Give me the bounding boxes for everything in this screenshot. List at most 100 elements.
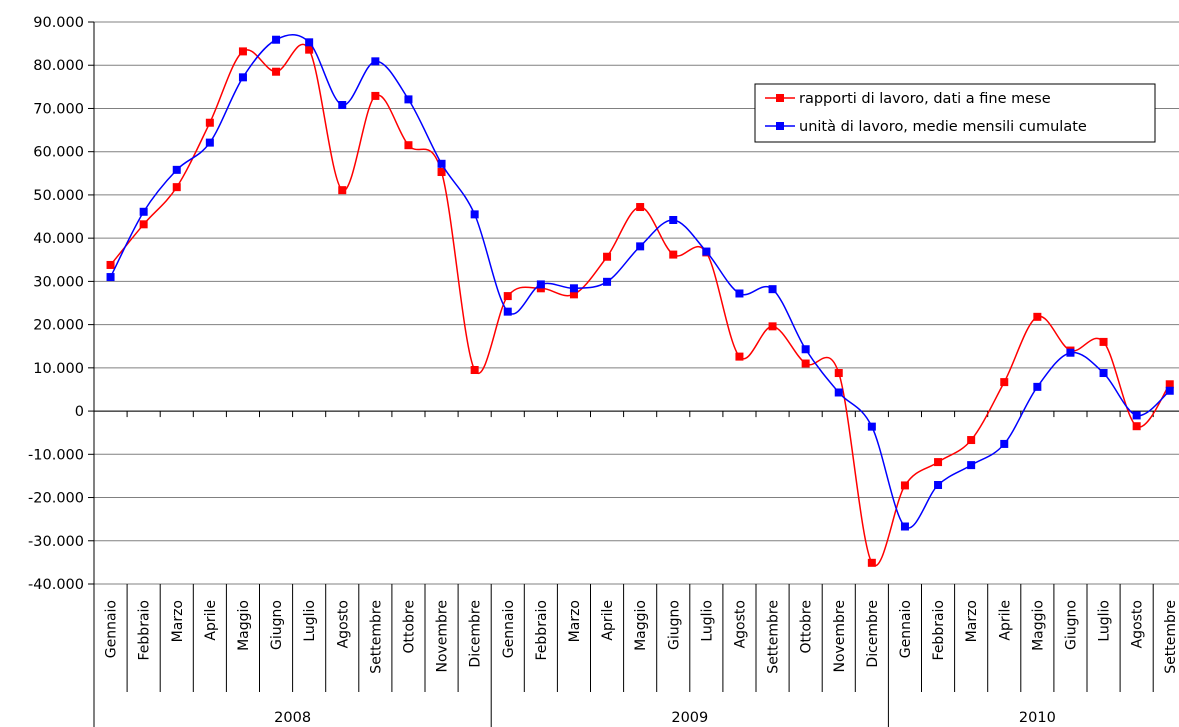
series-2-marker — [768, 285, 777, 294]
y-tick-label: -10.000 — [28, 447, 84, 463]
series-2-marker — [1165, 386, 1174, 395]
x-category-label: Dicembre — [468, 600, 484, 668]
series-1-marker — [1165, 380, 1174, 389]
series-1-marker — [603, 252, 612, 261]
series-2-marker — [238, 73, 247, 82]
series-2-marker — [305, 38, 314, 47]
series-2-marker — [1066, 348, 1075, 357]
series-2-marker — [603, 277, 612, 286]
series-1-marker — [470, 366, 479, 375]
series-1-marker — [1099, 337, 1108, 346]
series-2-marker — [272, 35, 281, 44]
series-1-marker — [900, 481, 909, 490]
series-1-marker — [404, 141, 413, 150]
x-category-label: Giugno — [269, 600, 285, 650]
y-gridlines — [94, 21, 1179, 585]
series-1-marker — [1033, 312, 1042, 321]
y-tick-label: 90.000 — [33, 15, 84, 31]
x-axis-year-labels: 2008 2009 2010 — [274, 710, 1056, 726]
y-tick-label: 10.000 — [33, 361, 84, 377]
series-2-marker — [106, 273, 115, 282]
y-axis-tick-labels: 90.000 80.000 70.000 60.000 50.000 40.000 30.0… — [28, 15, 84, 593]
y-tick-label: 60.000 — [33, 145, 84, 161]
legend-swatch-marker — [776, 94, 784, 102]
series-1-marker — [437, 168, 446, 177]
y-tick-label: 40.000 — [33, 231, 84, 247]
legend-label: rapporti di lavoro, dati a fine mese — [799, 91, 1051, 107]
legend-swatch-marker — [776, 122, 784, 130]
series-1-marker — [272, 67, 281, 76]
series-1-marker — [172, 183, 181, 192]
series-1-marker — [139, 220, 148, 229]
series-2-marker — [205, 138, 214, 147]
x-category-label: Aprile — [600, 600, 616, 641]
series-1-marker — [569, 290, 578, 299]
series-1-marker — [934, 458, 943, 467]
x-category-label: Ottobre — [799, 600, 815, 654]
series-2-marker — [371, 57, 380, 66]
series-2-marker — [470, 210, 479, 219]
x-category-label: Novembre — [435, 600, 451, 673]
y-tick-label: 30.000 — [33, 274, 84, 290]
year-label: 2009 — [671, 710, 708, 726]
x-category-label: Maggio — [1030, 600, 1046, 651]
x-category-label: Luglio — [302, 600, 318, 642]
series-1-marker — [867, 558, 876, 567]
x-category-label: Dicembre — [865, 600, 881, 668]
y-tick-label: 70.000 — [33, 101, 84, 117]
series-2-marker — [801, 345, 810, 354]
x-axis-category-labels: Gennaio Febbraio Marzo Aprile Maggio Giugno Lu… — [104, 600, 1179, 674]
series-2-marker — [1099, 369, 1108, 378]
series-1-marker — [801, 359, 810, 368]
year-label: 2008 — [274, 710, 311, 726]
y-tick-label: -40.000 — [28, 577, 84, 593]
x-category-label: Giugno — [666, 600, 682, 650]
series-2-marker — [834, 388, 843, 397]
x-category-label: Febbraio — [931, 600, 947, 660]
y-tick-label: -30.000 — [28, 534, 84, 550]
series-1-marker — [669, 250, 678, 259]
series-1-marker — [967, 436, 976, 445]
x-category-label: Luglio — [699, 600, 715, 642]
x-category-label: Maggio — [236, 600, 252, 651]
y-tick-label: -20.000 — [28, 491, 84, 507]
x-category-label: Marzo — [170, 600, 186, 642]
series-1-marker — [1132, 422, 1141, 431]
series-2-marker — [735, 289, 744, 298]
x-category-label: Giugno — [1063, 600, 1079, 650]
series-1-marker — [834, 369, 843, 378]
x-category-label: Febbraio — [534, 600, 550, 660]
x-category-label: Febbraio — [137, 600, 153, 660]
x-category-label: Gennaio — [104, 600, 120, 658]
x-category-label: Gennaio — [898, 600, 914, 658]
legend: rapporti di lavoro, dati a fine mese unit… — [754, 83, 1156, 143]
series-2-marker — [503, 307, 512, 316]
x-category-label: Agosto — [732, 600, 748, 648]
series-2-marker — [404, 95, 413, 104]
y-tick-label: 20.000 — [33, 318, 84, 334]
series-2-marker — [437, 159, 446, 168]
series-2-marker — [702, 247, 711, 256]
series-2-marker — [636, 242, 645, 251]
series-2-marker — [1033, 382, 1042, 391]
series-1-marker — [768, 322, 777, 331]
series-2-marker — [139, 207, 148, 216]
x-category-label: Aprile — [997, 600, 1013, 641]
x-category-label: Ottobre — [401, 600, 417, 654]
series-1-marker — [636, 203, 645, 212]
series-2-marker — [536, 280, 545, 289]
series-2-marker — [900, 522, 909, 531]
series-2-marker — [569, 284, 578, 293]
series-2-marker — [967, 461, 976, 470]
series-2-marker — [669, 215, 678, 224]
x-category-label: Gennaio — [501, 600, 517, 658]
x-category-label: Agosto — [335, 600, 351, 648]
series-1-marker — [1000, 378, 1009, 387]
series-1-marker — [238, 47, 247, 56]
series-2-marker — [934, 481, 943, 490]
series-2-marker — [1132, 411, 1141, 420]
y-tick-label: 80.000 — [33, 58, 84, 74]
axes — [88, 21, 1179, 727]
data-series — [106, 34, 1174, 567]
series-1-marker — [371, 91, 380, 100]
